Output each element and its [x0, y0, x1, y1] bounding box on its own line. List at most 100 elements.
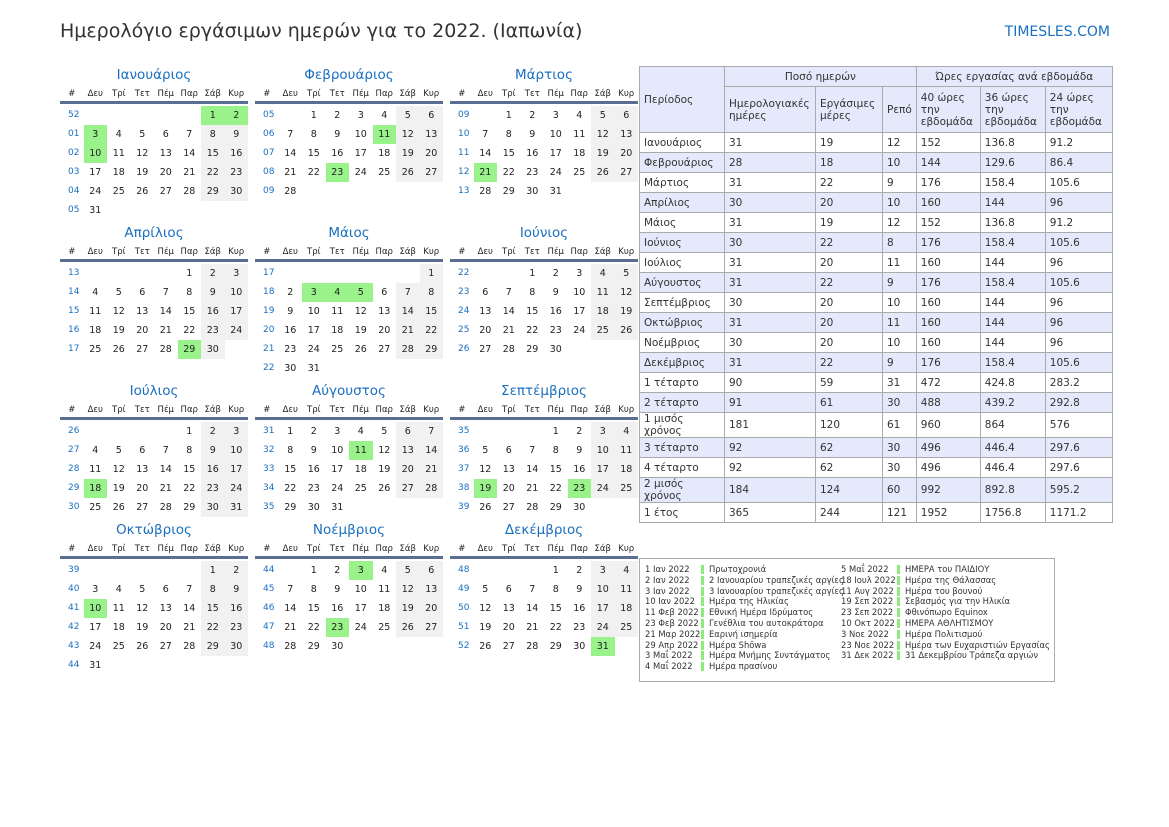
weekday-label: Παρ: [570, 246, 588, 257]
weekday-label: Δευ: [477, 543, 493, 554]
value-cell: 160: [915, 292, 981, 313]
day-cell: 10: [573, 287, 586, 298]
weekend-day: 20: [419, 144, 443, 163]
weekday-label: Δευ: [282, 543, 298, 554]
day-cell: 2: [576, 565, 583, 576]
day-cell: 25: [89, 502, 102, 513]
day-cell: 3: [552, 110, 559, 121]
day-cell: [591, 340, 615, 359]
value-cell: 121: [882, 502, 917, 523]
week-number: 34: [263, 483, 275, 493]
week-row: 06 7 8 9 10 11 12 13: [255, 125, 443, 144]
value-cell: 472: [915, 372, 981, 393]
week-number: 09: [458, 110, 470, 120]
value-cell: 176: [915, 272, 981, 293]
value-cell: 59: [815, 372, 883, 393]
weekend-day: 12: [591, 125, 615, 144]
weekend-day: 15: [419, 302, 443, 321]
weekend-day: 9: [224, 580, 248, 599]
brand-link[interactable]: TIMESLES.COM: [1004, 24, 1110, 40]
holiday-day: 23: [325, 163, 349, 182]
holiday-marker: [701, 629, 704, 639]
day-cell: 1: [310, 110, 317, 121]
day-cell: 5: [482, 584, 489, 595]
day-cell: [373, 359, 397, 378]
value-cell: 105.6: [1044, 352, 1113, 373]
month-name: Οκτώβριος: [116, 522, 192, 538]
weekday-label: Πέμ: [157, 543, 174, 554]
weekday-label: Τετ: [329, 543, 345, 554]
month-name: Ιούλιος: [129, 383, 179, 399]
day-cell: 27: [159, 186, 172, 197]
week-number: 42: [68, 622, 80, 632]
weekend-day: 3: [591, 422, 615, 441]
day-cell: 17: [573, 306, 586, 317]
day-cell: [474, 106, 498, 125]
day-cell: 24: [331, 483, 344, 494]
week-row: 26 27 28 29 30: [450, 340, 638, 359]
value-cell: 91.2: [1044, 212, 1113, 233]
weekend-day: 13: [396, 441, 420, 460]
day-cell: 7: [482, 129, 489, 140]
week-row: 23 6 7 8 9 10 11 12: [450, 283, 638, 302]
week-number: 52: [458, 641, 470, 651]
day-cell: 7: [162, 287, 169, 298]
value-cell: 176: [915, 352, 981, 373]
weekend-day: 14: [396, 302, 420, 321]
value-cell: 160: [915, 252, 981, 273]
week-row: 38 19 20 21 22 23 24 25: [450, 479, 638, 498]
weekend-day: 22: [201, 618, 225, 637]
stats-row: Νοέμβριος 30 20 10 160 144 96: [639, 332, 1113, 353]
week-row: 49 5 6 7 8 9 10 11: [450, 580, 638, 599]
day-cell: 12: [112, 306, 125, 317]
week-number: 32: [263, 445, 275, 455]
value-cell: 91: [724, 392, 816, 413]
day-cell: 2: [552, 268, 559, 279]
week-row: 47 21 22 23 24 25 26 27: [255, 618, 443, 637]
stats-row: Φεβρουάριος 28 18 10 144 129.6 86.4: [639, 152, 1113, 173]
weekend-day: 23: [201, 479, 225, 498]
week-row: 32 8 9 10 11 12 13 14: [255, 441, 443, 460]
week-row: 05 31: [60, 201, 248, 220]
week-number: 16: [68, 325, 80, 335]
value-cell: 181: [724, 412, 816, 438]
day-cell: 5: [482, 445, 489, 456]
day-cell: 2: [529, 110, 536, 121]
weekday-label: Κυρ: [228, 543, 245, 554]
day-cell: [396, 182, 420, 201]
day-cell: 12: [479, 603, 492, 614]
value-cell: 92: [724, 437, 816, 458]
week-row: 13 1 2 3: [60, 264, 248, 283]
week-row: 29 18 19 20 21 22 23 24: [60, 479, 248, 498]
weekday-label: Δευ: [87, 88, 103, 99]
weekend-day: 19: [591, 144, 615, 163]
weekday-label: Πέμ: [157, 246, 174, 257]
value-cell: 10: [882, 332, 917, 353]
value-cell: 12: [882, 132, 917, 153]
value-cell: 960: [915, 412, 981, 438]
day-cell: [225, 340, 249, 359]
weekend-day: 2: [201, 264, 225, 283]
day-cell: 16: [573, 464, 586, 475]
holiday-name: Ημέρα Πολιτισμού: [905, 628, 983, 639]
week-row: 04 24 25 26 27 28 29 30: [60, 182, 248, 201]
weekday-header: # Δευ Τρί Τετ Πέμ Παρ Σάβ Κυρ: [255, 86, 443, 104]
stats-row: Απρίλιος 30 20 10 160 144 96: [639, 192, 1113, 213]
weekend-day: 27: [614, 163, 638, 182]
week-row: 28 11 12 13 14 15 16 17: [60, 460, 248, 479]
holiday-marker: [701, 662, 704, 672]
day-cell: 16: [307, 464, 320, 475]
day-cell: 8: [287, 445, 294, 456]
day-cell: 4: [115, 584, 122, 595]
day-cell: [420, 498, 444, 517]
holiday-name: Ημέρα Shōwa: [709, 639, 767, 650]
value-cell: 31: [724, 352, 816, 373]
weekend-day: 15: [201, 599, 225, 618]
week-row: 07 14 15 16 17 18 19 20: [255, 144, 443, 163]
holiday-name: Ημέρα Μνήμης Συντάγματος: [709, 650, 831, 661]
week-number: 15: [68, 306, 80, 316]
day-cell: 28: [502, 344, 515, 355]
day-cell: 8: [529, 287, 536, 298]
day-cell: 22: [307, 167, 320, 178]
day-cell: 3: [576, 268, 583, 279]
